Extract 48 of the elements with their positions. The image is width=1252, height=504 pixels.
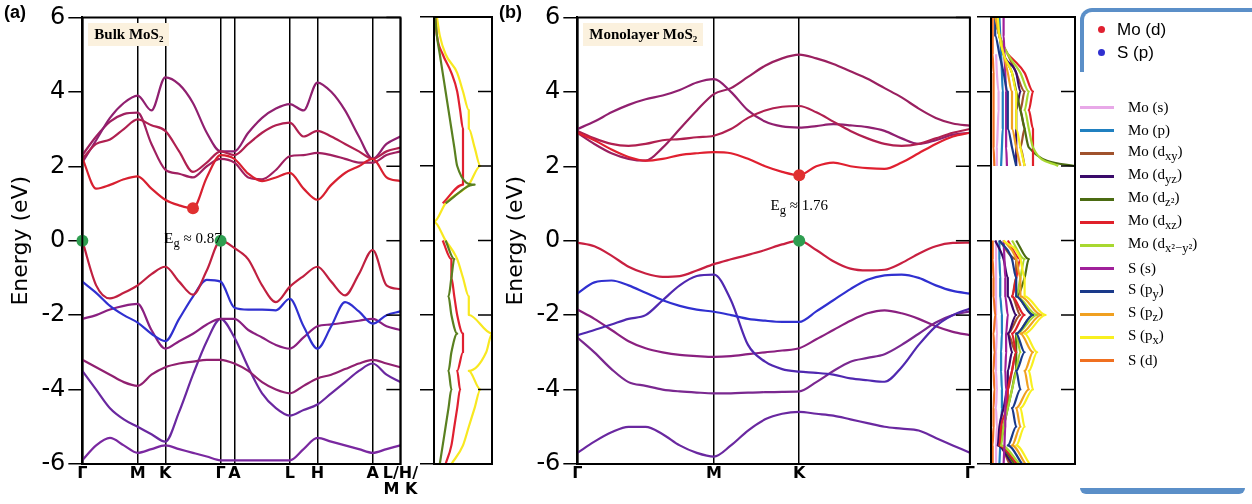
legend-label: S (p$_{z}$) bbox=[1128, 304, 1164, 325]
y-tick-label: -4 bbox=[41, 373, 66, 402]
legend-label: Mo (d) bbox=[1117, 19, 1167, 40]
chart-title: (a) bbox=[4, 2, 26, 23]
y-tick-label: 0 bbox=[545, 224, 561, 253]
y-tick-label: 2 bbox=[50, 150, 66, 179]
x-tick-label: L bbox=[284, 463, 295, 483]
y-tick-label: -4 bbox=[536, 373, 561, 402]
x-tick-label: A bbox=[366, 463, 380, 483]
y-axis-title: Energy (eV) bbox=[501, 175, 527, 306]
legend-label: S (d) bbox=[1128, 352, 1158, 369]
y-tick-label: -2 bbox=[41, 299, 66, 328]
legend-label: Mo (s) bbox=[1128, 99, 1169, 116]
annotation: E$_{g}$ ≈ 1.76 bbox=[770, 197, 828, 219]
x-tick-label: M bbox=[129, 463, 146, 483]
x-tick-label: Γ bbox=[572, 463, 583, 483]
x-tick-label: Γ bbox=[215, 463, 226, 483]
y-tick-label: -6 bbox=[41, 448, 66, 477]
legend-label: S (p$_{y}$) bbox=[1128, 281, 1164, 302]
x-tick-label: Γ bbox=[77, 463, 88, 483]
x-tick-label: L/H/ M K bbox=[382, 463, 419, 499]
y-tick-label: 6 bbox=[50, 1, 66, 30]
x-tick-label: K bbox=[159, 463, 173, 483]
x-tick-label: M bbox=[705, 463, 722, 483]
y-axis-title: Energy (eV) bbox=[6, 175, 32, 306]
x-tick-label: H bbox=[310, 463, 325, 483]
legend-label: Mo (p) bbox=[1128, 122, 1171, 139]
legend-label: Mo (d$_{xy}$) bbox=[1128, 143, 1183, 164]
annotation: Bulk MoS₂ bbox=[88, 23, 170, 47]
x-tick-label: K bbox=[793, 463, 807, 483]
chart-title: (b) bbox=[499, 2, 522, 23]
legend-label: S (p$_{x}$) bbox=[1128, 327, 1164, 348]
y-tick-label: 4 bbox=[545, 76, 561, 105]
legend-label: S (p) bbox=[1117, 42, 1154, 63]
legend-label: S (s) bbox=[1128, 260, 1156, 277]
y-tick-label: -6 bbox=[536, 448, 561, 477]
y-tick-label: 2 bbox=[545, 150, 561, 179]
y-tick-label: -2 bbox=[536, 299, 561, 328]
y-tick-label: 0 bbox=[50, 224, 66, 253]
legend-label: Mo (d$_{x²−y²}$) bbox=[1128, 235, 1198, 256]
y-tick-label: 4 bbox=[50, 76, 66, 105]
y-tick-label: 6 bbox=[545, 1, 561, 30]
x-tick-label: A bbox=[228, 463, 242, 483]
legend-label: Mo (d$_{xz}$) bbox=[1128, 212, 1182, 233]
annotation: Monolayer MoS₂ bbox=[583, 23, 704, 47]
x-tick-label: Γ bbox=[964, 463, 975, 483]
legend-label: Mo (d$_{yz}$) bbox=[1128, 166, 1182, 187]
legend-label: Mo (d$_{z²}$) bbox=[1128, 189, 1180, 210]
